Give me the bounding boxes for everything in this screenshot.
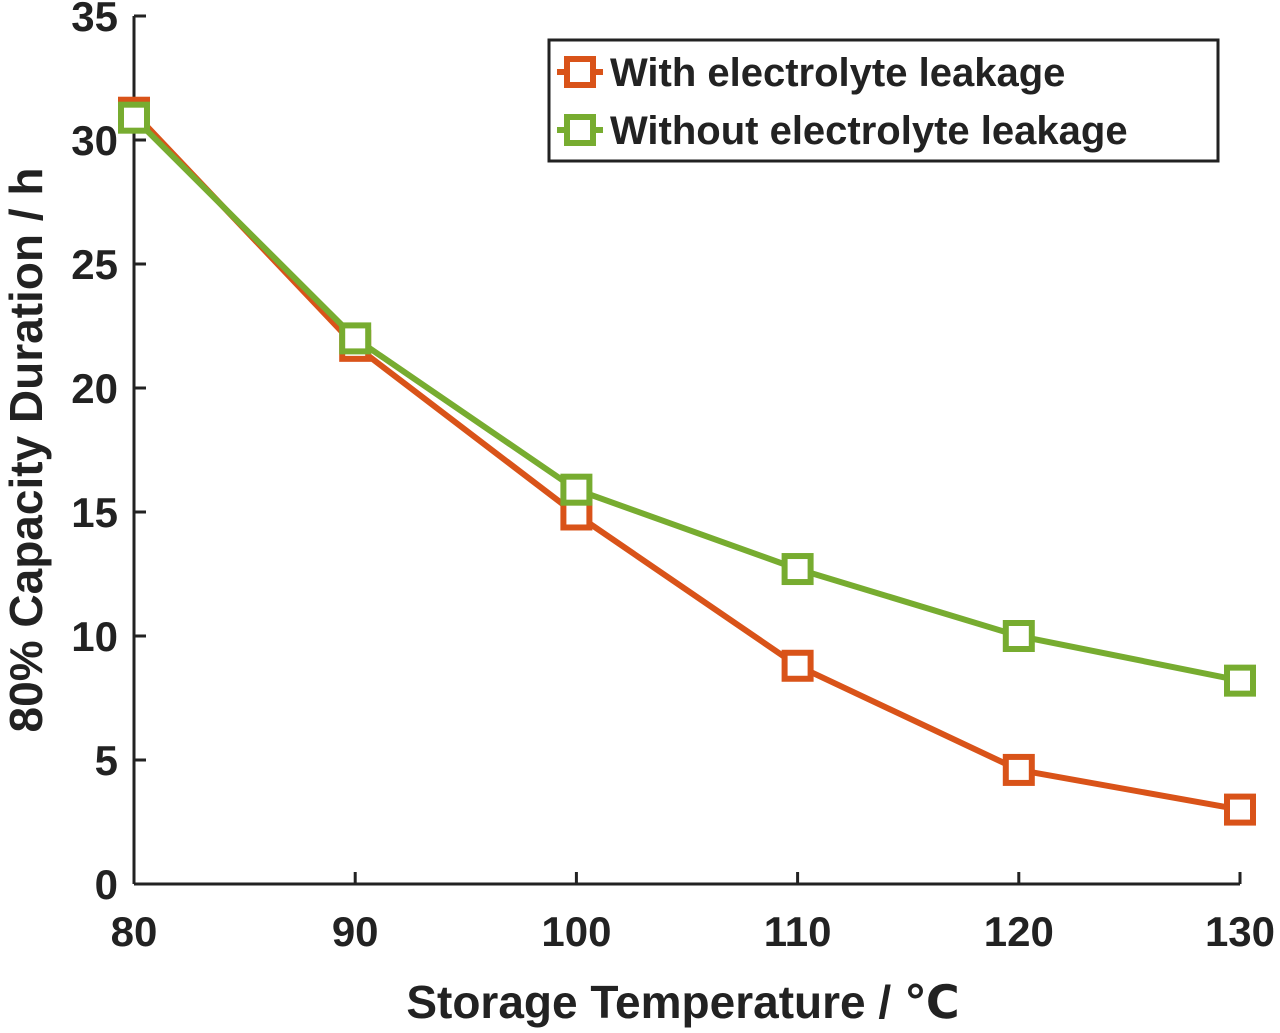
legend-box — [547, 38, 1220, 163]
series-layer — [118, 96, 1256, 826]
data-point-marker — [781, 649, 814, 682]
data-point-marker — [118, 101, 150, 134]
data-point-marker — [560, 498, 593, 531]
y-tick-label: 25 — [71, 241, 118, 288]
x-tick-label: 110 — [764, 908, 832, 955]
x-axis-ticks: 80 90 100 110 120 130 — [111, 872, 1275, 955]
y-axis-ticks: 0 5 10 15 20 25 30 35 — [71, 0, 146, 908]
series-line — [131, 110, 1241, 813]
x-axis-label: Storage Temperature / ℃ — [406, 976, 959, 1028]
y-tick-label: 10 — [71, 613, 118, 660]
data-point-marker — [560, 473, 593, 506]
axes — [132, 16, 1240, 886]
legend-label-without-leakage: Without electrolyte leakage — [610, 109, 1128, 153]
legend-entry-with-leakage: With electrolyte leakage — [557, 51, 1065, 95]
data-point-marker — [1224, 793, 1256, 826]
series-line — [131, 115, 1241, 684]
x-tick-label: 80 — [111, 908, 158, 955]
y-tick-label: 30 — [71, 117, 118, 164]
y-tick-label: 0 — [95, 861, 118, 908]
data-point-marker — [1224, 664, 1256, 697]
data-point-marker — [781, 553, 814, 586]
legend-entry-without-leakage: Without electrolyte leakage — [557, 109, 1128, 153]
y-tick-label: 20 — [71, 365, 118, 412]
data-point-marker — [339, 322, 372, 355]
series-1 — [118, 96, 1256, 826]
legend-marker-with-leakage — [564, 56, 596, 88]
data-point-marker — [1002, 753, 1035, 786]
y-tick-label: 5 — [95, 737, 118, 784]
y-tick-label: 35 — [71, 0, 118, 40]
y-tick-label: 15 — [71, 489, 118, 536]
legend: With electrolyte leakage Without electro… — [547, 38, 1220, 163]
series-2 — [118, 101, 1256, 697]
data-point-marker — [1002, 620, 1035, 652]
x-tick-label: 130 — [1205, 908, 1275, 955]
y-axis-label: 80% Capacity Duration / h — [0, 168, 52, 733]
x-tick-label: 100 — [541, 908, 611, 955]
legend-marker-without-leakage — [564, 114, 596, 146]
legend-label-with-leakage: With electrolyte leakage — [610, 51, 1065, 95]
x-tick-label: 90 — [332, 908, 379, 955]
x-tick-label: 120 — [984, 908, 1054, 955]
